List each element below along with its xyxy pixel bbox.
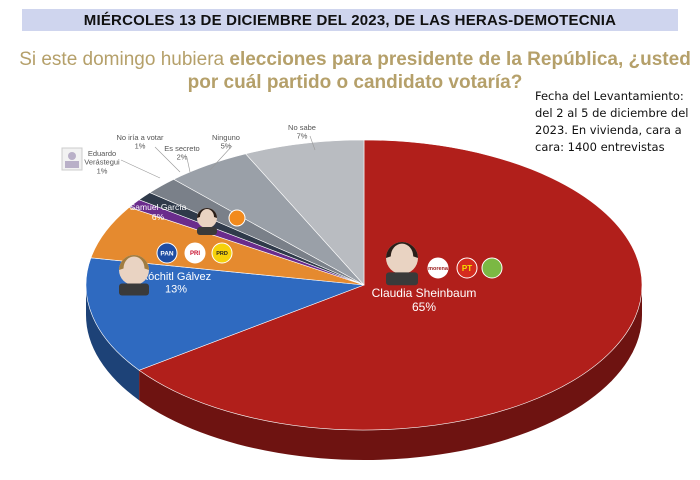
slice-label-1: Xóchitl Gálvez 13% xyxy=(141,271,211,296)
slice-labels: Claudia Sheinbaum 65% Xóchitl Gálvez 13% Sam… xyxy=(84,123,476,314)
pri-logo: PRI xyxy=(184,242,206,264)
galvez-photo xyxy=(119,255,149,296)
slice-label-6: Ninguno 5% xyxy=(212,133,240,151)
pie-side-1 xyxy=(86,285,140,401)
leader-line-2 xyxy=(186,157,191,173)
question-part-3: por cuál partido o candidato votaría? xyxy=(187,72,523,93)
leader-line-1 xyxy=(154,146,181,173)
sheinbaum-photo xyxy=(386,242,418,286)
pie-slice-x-chitl-g-lvez xyxy=(85,257,365,371)
leader-line-3 xyxy=(209,145,233,171)
svg-text:PRI: PRI xyxy=(190,251,200,257)
leader-line-4 xyxy=(309,135,316,151)
fieldwork-note: Fecha del Levantamiento: del 2 al 5 de d… xyxy=(535,89,689,154)
pie-side-0 xyxy=(139,285,643,461)
question-part-2: elecciones para presidente de la Repúbli… xyxy=(229,49,691,70)
banner-text: MIÉRCOLES 13 DE DICIEMBRE DEL 2023, DE L… xyxy=(83,11,617,29)
pan-logo: PAN xyxy=(156,242,178,264)
morena-logo: morena xyxy=(427,257,449,279)
pie-slice-no-sabe xyxy=(245,139,365,286)
garcia-photo xyxy=(197,208,217,235)
verastegui-photo-placeholder xyxy=(61,147,83,171)
svg-text:PT: PT xyxy=(462,264,472,273)
leader-line-0 xyxy=(120,159,161,179)
pie-sides xyxy=(86,285,643,461)
chart-question: Si este domingo hubiera elecciones para … xyxy=(10,48,700,94)
candidate-decorations: morena PT PAN PRI PRD xyxy=(61,147,503,296)
slice-label-3: Eduardo Verástegui 1% xyxy=(84,149,120,175)
question-part-1: Si este domingo hubiera xyxy=(19,49,230,70)
slice-label-4: No iría a votar 1% xyxy=(116,133,164,151)
mc-logo xyxy=(228,209,246,227)
pt-logo: PT xyxy=(456,257,478,279)
pvem-logo xyxy=(481,257,503,279)
svg-text:PAN: PAN xyxy=(160,250,174,257)
slice-label-2: Samuel García 6% xyxy=(130,202,187,222)
slice-label-7: No sabe 7% xyxy=(288,123,316,141)
survey-banner: MIÉRCOLES 13 DE DICIEMBRE DEL 2023, DE L… xyxy=(22,9,678,31)
prd-logo: PRD xyxy=(211,242,233,264)
slice-label-0: Claudia Sheinbaum 65% xyxy=(372,286,477,314)
svg-text:morena: morena xyxy=(428,266,449,272)
slice-label-5: Es secreto 2% xyxy=(164,144,199,162)
svg-text:PRD: PRD xyxy=(216,251,228,257)
pie-slices xyxy=(85,139,643,431)
